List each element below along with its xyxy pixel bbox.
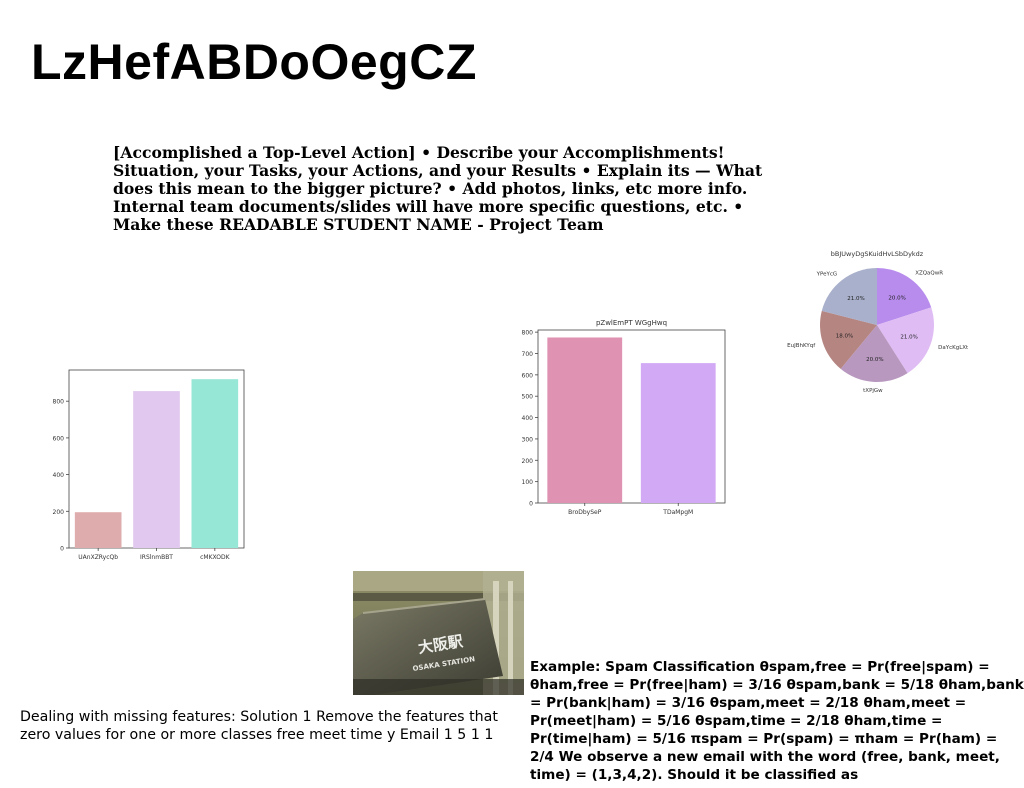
pie-slice [820,310,877,369]
y-tick-label: 400 [53,472,65,479]
y-tick-label: 600 [53,435,65,442]
pie-slice [877,268,932,325]
y-tick-label: 100 [522,479,534,486]
y-tick-label: 0 [60,546,64,553]
pie-value-label: 20.0% [888,295,905,301]
pie-slice-label: YPeYcG [816,272,838,278]
bar [74,512,122,548]
missing-features-text: Dealing with missing features: Solution … [20,709,498,743]
bar-chart-2: pZwlEmPT WGgHwq 0 100 200 300 400 500 600 700 800… [522,319,726,516]
y-tick-label: 200 [53,509,65,516]
y-tick-label: 400 [522,415,534,422]
bar [640,363,716,503]
y-tick-label: 500 [522,394,534,401]
chart-title: bBJUwyDgSKuidHvLSbDykdz [831,250,924,258]
chart-title: pZwlEmPT WGgHwq [596,319,667,327]
x-tick-label: IRSlnmBBT [140,554,173,561]
pie-slice [840,325,908,382]
x-tick-label: cMKXODK [200,554,230,561]
y-tick-label: 700 [522,351,534,358]
bar [133,391,180,548]
y-tick-label: 800 [53,399,65,406]
pie-slice-label: EuJBhKYqf [787,343,816,349]
pie-chart: bBJUwyDgSKuidHvLSbDykdz 20.0% XZQaQwR 21.0%… [787,250,969,394]
pie-value-label: 18.0% [836,334,853,340]
y-tick-label: 800 [522,330,534,337]
bar [191,379,239,548]
pie-slice-label: DaYcKgLXt [938,345,969,351]
body-text: [Accomplished a Top-Level Action] • Desc… [113,143,763,234]
x-tick-label: UAnXZRycQb [78,554,118,561]
bar [547,337,623,503]
slide-title: LzHefABDoOegCZ [31,34,477,90]
pie-slice [877,307,934,374]
y-tick-label: 600 [522,372,534,379]
pie-slice [821,268,877,325]
plot-frame [537,329,726,504]
x-tick-label: BroDbySeP [568,509,602,516]
bar-chart-1: 0 200 400 600 800 UAnXZRycQb IRSlnmBBT cMKXODK [53,369,245,561]
x-tick-label: TDaMpgM [662,509,693,516]
spam-example-text: Example: Spam Classification θspam,free … [530,659,1024,783]
y-tick-label: 200 [522,458,534,465]
pie-slice-label: tXPjGw [863,388,883,394]
osaka-station-photo: 大阪駅 OSAKA STATION [353,571,524,695]
pie-value-label: 21.0% [900,335,917,341]
pie-slice-label: XZQaQwR [915,270,943,276]
y-tick-label: 300 [522,436,534,443]
pie-value-label: 20.0% [866,357,883,363]
pie-value-label: 21.0% [847,296,864,302]
y-tick-label: 0 [529,501,533,508]
